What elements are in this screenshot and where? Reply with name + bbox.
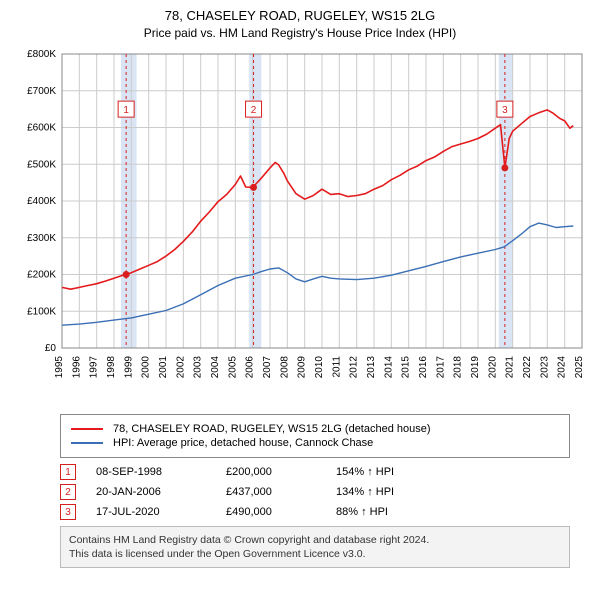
svg-text:£800K: £800K xyxy=(27,49,56,60)
svg-text:1995: 1995 xyxy=(54,356,65,379)
legend-label: HPI: Average price, detached house, Cann… xyxy=(113,437,373,449)
event-pct: 134% ↑ HPI xyxy=(336,486,394,498)
page-subtitle: Price paid vs. HM Land Registry's House … xyxy=(10,26,590,40)
event-price: £490,000 xyxy=(226,506,336,518)
svg-text:1: 1 xyxy=(123,105,129,116)
svg-text:2017: 2017 xyxy=(435,356,446,379)
attribution-line: Contains HM Land Registry data © Crown c… xyxy=(69,533,561,547)
page-title: 78, CHASELEY ROAD, RUGELEY, WS15 2LG xyxy=(10,8,590,23)
svg-text:2001: 2001 xyxy=(158,356,169,379)
event-row: 2 20-JAN-2006£437,000134% ↑ HPI xyxy=(60,484,570,500)
svg-text:2025: 2025 xyxy=(574,356,585,379)
event-marker: 1 xyxy=(60,464,76,480)
legend-item: 78, CHASELEY ROAD, RUGELEY, WS15 2LG (de… xyxy=(71,423,559,435)
event-pct: 154% ↑ HPI xyxy=(336,466,394,478)
svg-text:2016: 2016 xyxy=(418,356,429,379)
event-price: £200,000 xyxy=(226,466,336,478)
svg-text:2020: 2020 xyxy=(487,356,498,379)
svg-text:2004: 2004 xyxy=(210,356,221,379)
event-marker: 2 xyxy=(60,484,76,500)
legend: 78, CHASELEY ROAD, RUGELEY, WS15 2LG (de… xyxy=(60,414,570,458)
events-table: 1 08-SEP-1998£200,000154% ↑ HPI 2 20-JAN-20… xyxy=(60,464,570,520)
svg-text:2023: 2023 xyxy=(539,356,550,379)
svg-text:2: 2 xyxy=(251,105,257,116)
svg-text:2010: 2010 xyxy=(314,356,325,379)
svg-text:£700K: £700K xyxy=(27,86,56,97)
svg-text:2007: 2007 xyxy=(262,356,273,379)
event-marker: 3 xyxy=(60,504,76,520)
legend-swatch xyxy=(71,442,103,444)
event-row: 3 17-JUL-2020£490,00088% ↑ HPI xyxy=(60,504,570,520)
legend-swatch xyxy=(71,428,103,430)
event-date: 20-JAN-2006 xyxy=(96,486,226,498)
svg-text:2015: 2015 xyxy=(401,356,412,379)
svg-text:2011: 2011 xyxy=(331,356,342,378)
svg-text:2002: 2002 xyxy=(175,356,186,379)
svg-text:2003: 2003 xyxy=(193,356,204,379)
svg-text:£300K: £300K xyxy=(27,233,56,244)
svg-text:£500K: £500K xyxy=(27,159,56,170)
event-date: 08-SEP-1998 xyxy=(96,466,226,478)
svg-text:1996: 1996 xyxy=(71,356,82,379)
svg-text:3: 3 xyxy=(502,105,508,116)
legend-label: 78, CHASELEY ROAD, RUGELEY, WS15 2LG (de… xyxy=(113,423,431,435)
svg-text:1998: 1998 xyxy=(106,356,117,379)
svg-text:1997: 1997 xyxy=(89,356,100,379)
svg-text:2022: 2022 xyxy=(522,356,533,379)
svg-text:2014: 2014 xyxy=(383,356,394,379)
event-pct: 88% ↑ HPI xyxy=(336,506,388,518)
legend-item: HPI: Average price, detached house, Cann… xyxy=(71,437,559,449)
price-chart: £0 £100K £200K £300K £400K £500K £600K £700K £80… xyxy=(10,48,590,408)
attribution: Contains HM Land Registry data © Crown c… xyxy=(60,526,570,568)
svg-text:2019: 2019 xyxy=(470,356,481,379)
svg-text:£200K: £200K xyxy=(27,270,56,281)
svg-text:2009: 2009 xyxy=(297,356,308,379)
attribution-line: This data is licensed under the Open Gov… xyxy=(69,547,561,561)
svg-text:2024: 2024 xyxy=(557,356,568,379)
event-row: 1 08-SEP-1998£200,000154% ↑ HPI xyxy=(60,464,570,480)
svg-text:2013: 2013 xyxy=(366,356,377,379)
svg-text:£600K: £600K xyxy=(27,123,56,134)
svg-text:2008: 2008 xyxy=(279,356,290,379)
svg-text:1999: 1999 xyxy=(123,356,134,379)
svg-text:2000: 2000 xyxy=(141,356,152,379)
svg-text:2018: 2018 xyxy=(453,356,464,379)
svg-text:2006: 2006 xyxy=(245,356,256,379)
svg-text:£400K: £400K xyxy=(27,196,56,207)
svg-text:2005: 2005 xyxy=(227,356,238,379)
svg-text:£0: £0 xyxy=(45,343,57,354)
svg-text:2012: 2012 xyxy=(349,356,360,379)
svg-text:£100K: £100K xyxy=(27,306,56,317)
svg-text:2021: 2021 xyxy=(505,356,516,379)
chart-svg: £0 £100K £200K £300K £400K £500K £600K £700K £80… xyxy=(10,48,590,408)
event-date: 17-JUL-2020 xyxy=(96,506,226,518)
event-price: £437,000 xyxy=(226,486,336,498)
